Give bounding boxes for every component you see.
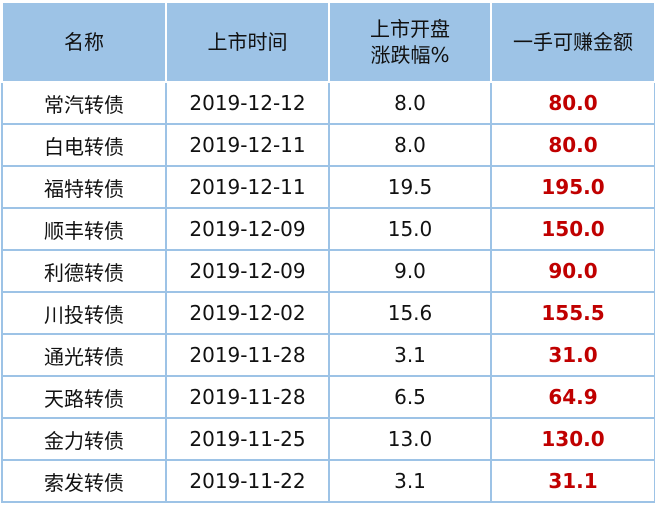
table-cell: 19.5 <box>328 165 492 209</box>
profit-cell: 195.0 <box>490 165 655 209</box>
table-cell: 3.1 <box>328 459 492 503</box>
table-cell: 15.6 <box>328 291 492 335</box>
table-cell: 常汽转债 <box>1 81 167 125</box>
table-cell: 利德转债 <box>1 249 167 293</box>
table-cell: 2019-12-09 <box>165 207 330 251</box>
table-cell: 川投转债 <box>1 291 167 335</box>
header-cell: 名称 <box>1 1 167 83</box>
table-cell: 8.0 <box>328 81 492 125</box>
profit-cell: 31.0 <box>490 333 655 377</box>
profit-cell: 31.1 <box>490 459 655 503</box>
profit-cell: 130.0 <box>490 417 655 461</box>
table-cell: 2019-11-28 <box>165 375 330 419</box>
profit-cell: 150.0 <box>490 207 655 251</box>
profit-cell: 80.0 <box>490 123 655 167</box>
profit-cell: 155.5 <box>490 291 655 335</box>
table-cell: 白电转债 <box>1 123 167 167</box>
table-cell: 福特转债 <box>1 165 167 209</box>
table-cell: 2019-12-11 <box>165 165 330 209</box>
table-cell: 6.5 <box>328 375 492 419</box>
header-cell: 上市开盘 涨跌幅% <box>328 1 492 83</box>
table-row: 顺丰转债 2019-12-09 15.0 150.0 <box>1 207 655 251</box>
table-cell: 顺丰转债 <box>1 207 167 251</box>
table-cell: 2019-12-11 <box>165 123 330 167</box>
table-row: 索发转债 2019-11-22 3.1 31.1 <box>1 459 655 503</box>
header-cell: 上市时间 <box>165 1 330 83</box>
profit-cell: 64.9 <box>490 375 655 419</box>
table-cell: 索发转债 <box>1 459 167 503</box>
table-row: 常汽转债 2019-12-12 8.0 80.0 <box>1 81 655 125</box>
table-cell: 8.0 <box>328 123 492 167</box>
table-cell: 9.0 <box>328 249 492 293</box>
table-cell: 通光转债 <box>1 333 167 377</box>
table-cell: 金力转债 <box>1 417 167 461</box>
table-row: 福特转债 2019-12-11 19.5 195.0 <box>1 165 655 209</box>
table-cell: 13.0 <box>328 417 492 461</box>
table-row: 天路转债 2019-11-28 6.5 64.9 <box>1 375 655 419</box>
header-row: 名称 上市时间 上市开盘 涨跌幅% 一手可赚金额 <box>1 1 655 83</box>
table-cell: 15.0 <box>328 207 492 251</box>
table-row: 川投转债 2019-12-02 15.6 155.5 <box>1 291 655 335</box>
table-row: 通光转债 2019-11-28 3.1 31.0 <box>1 333 655 377</box>
table-row: 白电转债 2019-12-11 8.0 80.0 <box>1 123 655 167</box>
table-cell: 2019-11-28 <box>165 333 330 377</box>
table-cell: 3.1 <box>328 333 492 377</box>
table-cell: 天路转债 <box>1 375 167 419</box>
table-cell: 2019-12-12 <box>165 81 330 125</box>
header-cell: 一手可赚金额 <box>490 1 655 83</box>
table-cell: 2019-12-02 <box>165 291 330 335</box>
table-row: 利德转债 2019-12-09 9.0 90.0 <box>1 249 655 293</box>
table-row: 金力转债 2019-11-25 13.0 130.0 <box>1 417 655 461</box>
profit-cell: 80.0 <box>490 81 655 125</box>
table-body: 常汽转债 2019-12-12 8.0 80.0 白电转债 2019-12-11 8.0 80… <box>1 81 655 503</box>
table-cell: 2019-11-22 <box>165 459 330 503</box>
table-cell: 2019-12-09 <box>165 249 330 293</box>
table-cell: 2019-11-25 <box>165 417 330 461</box>
profit-cell: 90.0 <box>490 249 655 293</box>
